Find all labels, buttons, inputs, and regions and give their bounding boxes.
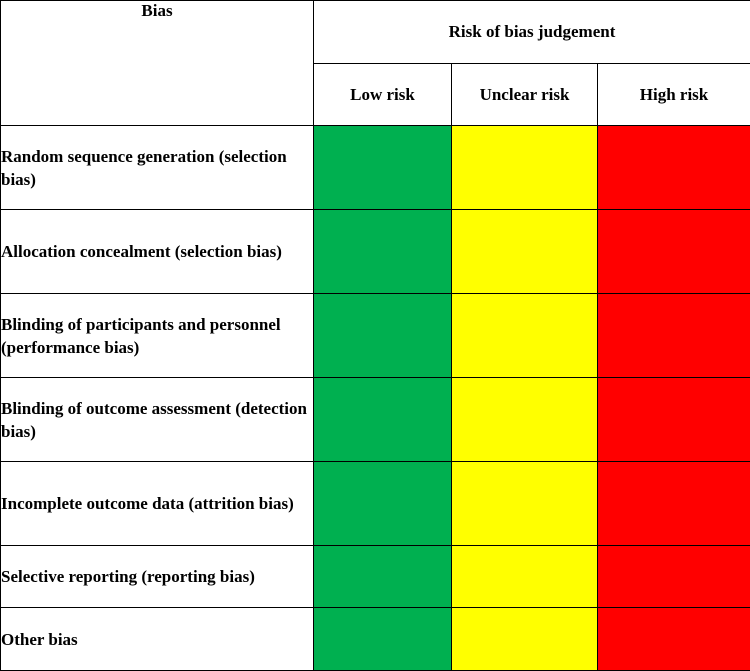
high-risk-header: High risk [598,64,750,126]
table-row: Incomplete outcome data (attrition bias) [1,462,750,546]
low-risk-cell [314,210,452,294]
high-risk-cell [598,462,750,546]
unclear-risk-cell [452,126,598,210]
low-risk-cell [314,378,452,462]
high-risk-cell [598,294,750,378]
unclear-risk-cell [452,608,598,671]
bias-column-header: Bias [1,1,314,126]
low-risk-header: Low risk [314,64,452,126]
low-risk-cell [314,546,452,608]
unclear-risk-cell [452,294,598,378]
high-risk-cell [598,210,750,294]
low-risk-cell [314,462,452,546]
unclear-risk-cell [452,378,598,462]
unclear-risk-cell [452,462,598,546]
unclear-risk-cell [452,210,598,294]
low-risk-cell [314,126,452,210]
low-risk-cell [314,294,452,378]
unclear-risk-header: Unclear risk [452,64,598,126]
table-row: Selective reporting (reporting bias) [1,546,750,608]
domain-label: Selective reporting (reporting bias) [1,546,314,608]
high-risk-cell [598,378,750,462]
domain-label: Allocation concealment (selection bias) [1,210,314,294]
table-row: Random sequence generation (selection bi… [1,126,750,210]
high-risk-cell [598,546,750,608]
table-row: Other bias [1,608,750,671]
table-row: Blinding of outcome assessment (detectio… [1,378,750,462]
unclear-risk-cell [452,546,598,608]
domain-label: Random sequence generation (selection bi… [1,126,314,210]
header-row-top: Bias Risk of bias judgement [1,1,750,64]
domain-label: Blinding of participants and personnel (… [1,294,314,378]
high-risk-cell [598,126,750,210]
table-row: Blinding of participants and personnel (… [1,294,750,378]
domain-label: Other bias [1,608,314,671]
low-risk-cell [314,608,452,671]
domain-label: Incomplete outcome data (attrition bias) [1,462,314,546]
domain-label: Blinding of outcome assessment (detectio… [1,378,314,462]
table-row: Allocation concealment (selection bias) [1,210,750,294]
high-risk-cell [598,608,750,671]
judgement-header: Risk of bias judgement [314,1,750,64]
